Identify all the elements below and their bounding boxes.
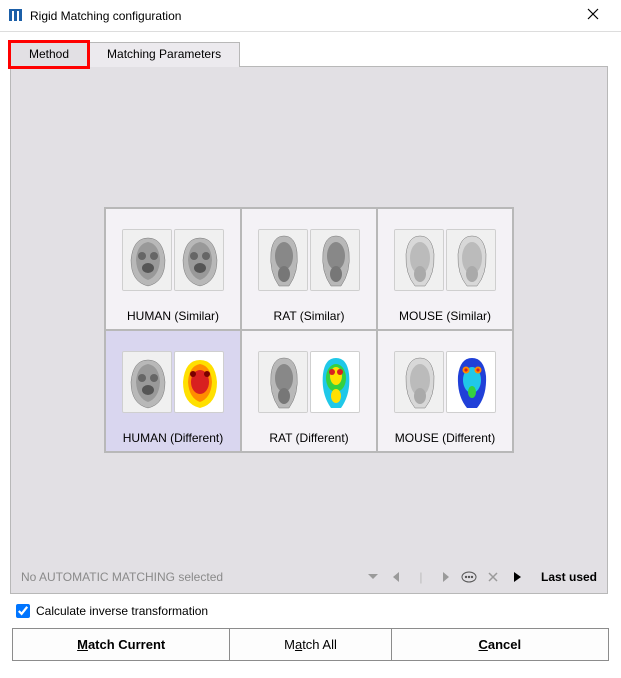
- option-human-different[interactable]: HUMAN (Different): [105, 330, 241, 452]
- thumb-anatomical-icon: [122, 351, 172, 413]
- option-label: HUMAN (Similar): [127, 309, 219, 323]
- thumb-anatomical-icon: [258, 351, 308, 413]
- options-grid: HUMAN (Similar) RAT (Similar) MOUSE (Simil…: [104, 207, 514, 453]
- option-mouse-different[interactable]: MOUSE (Different): [377, 330, 513, 452]
- delete-icon[interactable]: [485, 569, 501, 585]
- checkbox-row: Calculate inverse transformation: [16, 604, 607, 618]
- thumb-functional-icon: [174, 351, 224, 413]
- prev-icon[interactable]: [389, 569, 405, 585]
- tab-label: Matching Parameters: [107, 47, 221, 61]
- thumb-anatomical-icon: [394, 351, 444, 413]
- option-rat-similar[interactable]: RAT (Similar): [241, 208, 377, 330]
- title-bar: Rigid Matching configuration: [0, 0, 621, 32]
- option-thumbs: [378, 213, 512, 307]
- option-thumbs: [106, 213, 240, 307]
- option-label: RAT (Different): [269, 431, 348, 445]
- button-row: Match Current Match All Cancel: [12, 628, 609, 661]
- record-icon[interactable]: [461, 569, 477, 585]
- dropdown-icon[interactable]: [365, 569, 381, 585]
- option-thumbs: [378, 335, 512, 429]
- option-thumbs: [106, 335, 240, 429]
- thumb-anatomical-icon: [122, 229, 172, 291]
- status-text: No AUTOMATIC MATCHING selected: [21, 570, 357, 584]
- tab-panel-method: HUMAN (Similar) RAT (Similar) MOUSE (Simil…: [10, 66, 608, 594]
- thumb-functional-icon: [446, 351, 496, 413]
- thumb-anatomical-icon: [394, 229, 444, 291]
- window-title: Rigid Matching configuration: [30, 9, 573, 23]
- option-thumbs: [242, 335, 376, 429]
- option-rat-different[interactable]: RAT (Different): [241, 330, 377, 452]
- cancel-button[interactable]: Cancel: [392, 628, 609, 661]
- tab-method[interactable]: Method: [10, 42, 88, 67]
- option-label: MOUSE (Similar): [399, 309, 491, 323]
- thumb-anatomical-icon: [310, 229, 360, 291]
- option-human-similar[interactable]: HUMAN (Similar): [105, 208, 241, 330]
- app-icon: [8, 8, 24, 24]
- close-button[interactable]: [573, 7, 613, 24]
- match-all-button[interactable]: Match All: [230, 628, 391, 661]
- tab-label: Method: [29, 47, 69, 61]
- thumb-anatomical-icon: [446, 229, 496, 291]
- next-icon[interactable]: [437, 569, 453, 585]
- calculate-inverse-label[interactable]: Calculate inverse transformation: [36, 604, 208, 618]
- thumb-anatomical-icon: [258, 229, 308, 291]
- option-label: MOUSE (Different): [395, 431, 495, 445]
- status-row: No AUTOMATIC MATCHING selected | Last us…: [21, 569, 597, 585]
- thumb-functional-icon: [310, 351, 360, 413]
- option-label: RAT (Similar): [274, 309, 345, 323]
- divider: |: [413, 569, 429, 585]
- dialog-body: Method Matching Parameters HUMAN (Simila…: [0, 32, 621, 671]
- option-label: HUMAN (Different): [123, 431, 223, 445]
- option-thumbs: [242, 213, 376, 307]
- tab-matching-parameters[interactable]: Matching Parameters: [88, 42, 240, 67]
- thumb-anatomical-icon: [174, 229, 224, 291]
- play-icon[interactable]: [509, 569, 525, 585]
- last-used-label[interactable]: Last used: [541, 570, 597, 584]
- tab-row: Method Matching Parameters: [10, 42, 611, 67]
- match-current-button[interactable]: Match Current: [12, 628, 230, 661]
- option-mouse-similar[interactable]: MOUSE (Similar): [377, 208, 513, 330]
- calculate-inverse-checkbox[interactable]: [16, 604, 30, 618]
